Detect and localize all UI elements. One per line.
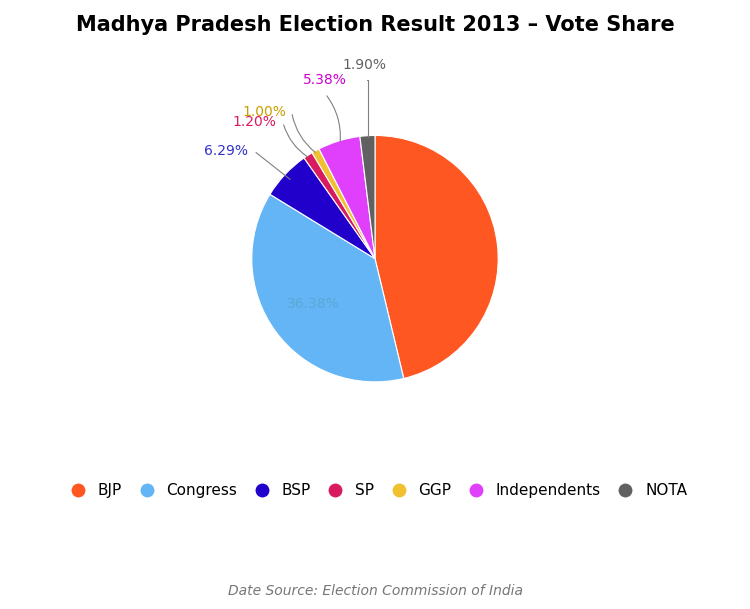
Wedge shape — [360, 135, 375, 259]
Wedge shape — [312, 149, 375, 259]
Legend: BJP, Congress, BSP, SP, GGP, Independents, NOTA: BJP, Congress, BSP, SP, GGP, Independent… — [57, 477, 693, 504]
Text: 44.88%: 44.88% — [434, 242, 487, 256]
Text: Date Source: Election Commission of India: Date Source: Election Commission of Indi… — [227, 584, 523, 597]
Wedge shape — [304, 153, 375, 259]
Text: 1.90%: 1.90% — [342, 58, 386, 72]
Text: 1.00%: 1.00% — [243, 105, 286, 119]
Wedge shape — [319, 136, 375, 259]
Title: Madhya Pradesh Election Result 2013 – Vote Share: Madhya Pradesh Election Result 2013 – Vo… — [76, 15, 674, 35]
Wedge shape — [375, 135, 498, 378]
Wedge shape — [270, 158, 375, 259]
Text: 36.38%: 36.38% — [286, 297, 340, 311]
Text: 6.29%: 6.29% — [204, 144, 248, 158]
Text: 1.20%: 1.20% — [232, 115, 277, 129]
Wedge shape — [252, 194, 404, 382]
Text: 5.38%: 5.38% — [303, 74, 347, 88]
